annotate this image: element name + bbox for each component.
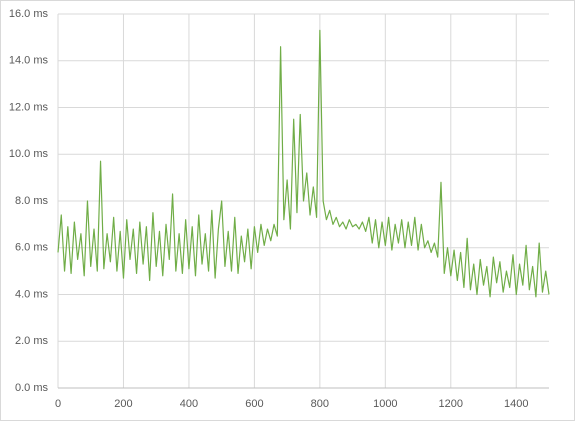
x-tick-label: 1000 xyxy=(373,398,397,410)
x-tick-label: 1200 xyxy=(439,398,463,410)
data-line xyxy=(57,29,550,298)
y-tick-label: 6.0 ms xyxy=(15,242,49,254)
x-tick-label: 0 xyxy=(55,398,61,410)
y-tick-label: 12.0 ms xyxy=(9,101,49,113)
chart-border xyxy=(0,0,575,421)
y-tick-label: 10.0 ms xyxy=(9,148,49,160)
y-tick-label: 14.0 ms xyxy=(9,55,49,67)
y-tick-label: 2.0 ms xyxy=(15,335,49,347)
x-tick-label: 600 xyxy=(245,398,263,410)
x-tick-label: 200 xyxy=(114,398,132,410)
y-tick-label: 0.0 ms xyxy=(15,382,49,394)
x-tick-label: 800 xyxy=(311,398,329,410)
y-tick-label: 4.0 ms xyxy=(15,288,49,300)
x-tick-label: 1400 xyxy=(504,398,528,410)
y-tick-label: 16.0 ms xyxy=(9,8,49,20)
x-tick-label: 400 xyxy=(180,398,198,410)
y-tick-label: 8.0 ms xyxy=(15,195,49,207)
